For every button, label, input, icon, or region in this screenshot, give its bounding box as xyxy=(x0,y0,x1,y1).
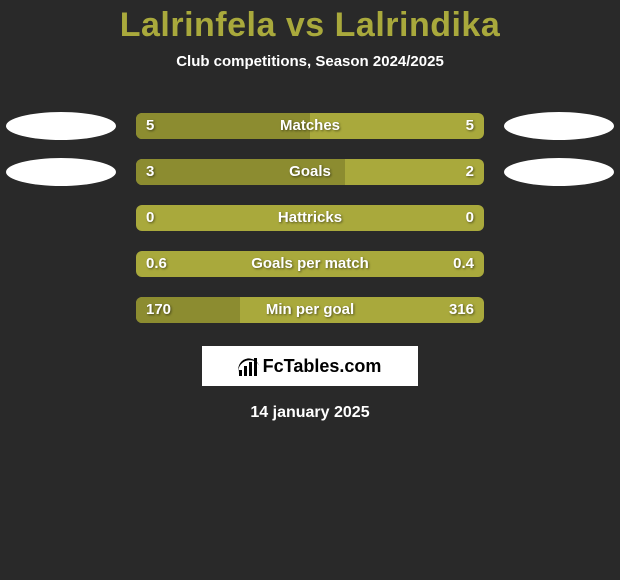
ellipse-left xyxy=(6,112,116,140)
date-label: 14 january 2025 xyxy=(0,404,620,422)
brand-prefix: Fc xyxy=(263,356,284,376)
bar-track: 0.60.4Goals per match xyxy=(136,251,484,277)
brand-text: FcTables.com xyxy=(263,356,382,377)
page-title: Lalrinfela vs Lalrindika xyxy=(0,0,620,45)
ellipse-left xyxy=(6,158,116,186)
stat-label: Goals xyxy=(136,159,484,185)
bar-track: 55Matches xyxy=(136,113,484,139)
subtitle: Club competitions, Season 2024/2025 xyxy=(0,53,620,70)
stat-row: 55Matches xyxy=(0,112,620,140)
title-player2: Lalrindika xyxy=(335,6,501,44)
stats-container: 55Matches 32Goals 00Hattricks 0.60.4Goals p… xyxy=(0,112,620,324)
ellipse-right xyxy=(504,112,614,140)
bar-track: 32Goals xyxy=(136,159,484,185)
brand-badge: FcTables.com xyxy=(202,346,418,386)
stat-row: 32Goals xyxy=(0,158,620,186)
chart-icon xyxy=(239,356,257,376)
stat-row: 00Hattricks xyxy=(0,204,620,232)
stat-row: 170316Min per goal xyxy=(0,296,620,324)
ellipse-right xyxy=(504,158,614,186)
stat-label: Matches xyxy=(136,113,484,139)
bar-track: 00Hattricks xyxy=(136,205,484,231)
stat-row: 0.60.4Goals per match xyxy=(0,250,620,278)
bar-track: 170316Min per goal xyxy=(136,297,484,323)
stat-label: Min per goal xyxy=(136,297,484,323)
title-vs: vs xyxy=(286,6,325,44)
stat-label: Goals per match xyxy=(136,251,484,277)
title-player1: Lalrinfela xyxy=(120,6,276,44)
stat-label: Hattricks xyxy=(136,205,484,231)
brand-rest: Tables.com xyxy=(284,356,382,376)
